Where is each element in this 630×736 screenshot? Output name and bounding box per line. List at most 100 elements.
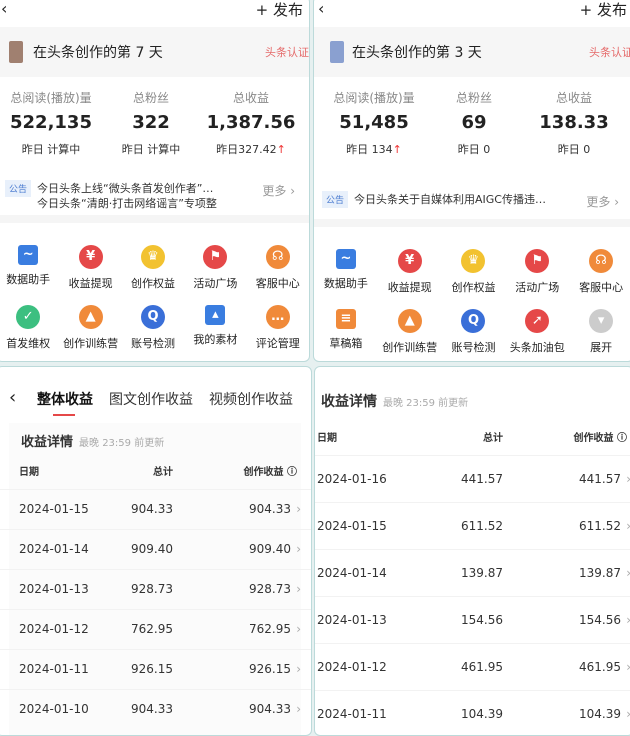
chevron-right-icon[interactable]: › <box>296 662 301 676</box>
chevron-right-icon[interactable]: › <box>626 660 630 674</box>
stat-1[interactable]: 总粉丝 322 昨日 计算中 <box>101 89 201 157</box>
stat-2[interactable]: 总收益 138.33 昨日 0 <box>524 89 624 157</box>
tab-underline <box>53 414 75 416</box>
yesterday-text: 昨日 计算中 <box>21 143 81 156</box>
column-header: 创作收益 ⓘ <box>573 433 627 444</box>
publish-button[interactable]: + 发布 <box>579 1 627 19</box>
cell-total: 104.39 <box>461 706 503 721</box>
tool-image[interactable]: ▴ 我的素材 <box>184 305 246 351</box>
back-button[interactable]: ‹ <box>9 387 17 408</box>
tool-search-shield[interactable]: Q 账号检测 <box>122 305 184 351</box>
cell-total: 909.40 <box>131 542 173 556</box>
cell-date: 2024-01-14 <box>19 542 89 556</box>
cell-total: 611.52 <box>461 518 503 533</box>
stat-2[interactable]: 总收益 1,387.56 昨日327.42↑ <box>201 89 301 157</box>
tool-flag[interactable]: ⚑ 活动广场 <box>184 245 246 291</box>
table-row[interactable]: 2024-01-12 461.95 461.95 › <box>315 643 630 690</box>
chevron-right-icon[interactable]: › <box>296 622 301 636</box>
graduation-cap-icon: ▲ <box>397 309 422 333</box>
stat-1[interactable]: 总粉丝 69 昨日 0 <box>424 89 524 157</box>
title-text: 收益详情 <box>321 394 377 410</box>
stat-0[interactable]: 总阅读(播放)量 51,485 昨日 134↑ <box>324 89 424 157</box>
chevron-right-icon[interactable]: › <box>296 702 301 716</box>
more-link[interactable]: 更多 › <box>586 195 619 209</box>
tool-comment[interactable]: … 评论管理 <box>247 305 309 351</box>
cell-creation: 762.95 <box>249 622 291 636</box>
chevron-right-icon[interactable]: › <box>626 707 630 721</box>
tool-label: 客服中心 <box>255 277 300 290</box>
tab-2[interactable]: 视频创作收益 <box>209 392 293 408</box>
stat-0[interactable]: 总阅读(播放)量 522,135 昨日 计算中 <box>1 89 101 157</box>
chevron-right-icon[interactable]: › <box>296 542 301 556</box>
graduation-cap-icon: ▲ <box>78 305 103 329</box>
tool-rocket[interactable]: ➚ 头条加油包 <box>505 309 569 355</box>
publish-button[interactable]: + 发布 <box>255 1 303 19</box>
table-row[interactable]: 2024-01-16 441.57 441.57 › <box>315 455 630 502</box>
tool-headset[interactable]: ☊ 客服中心 <box>247 245 309 291</box>
stat-yesterday: 昨日 0 <box>424 141 524 157</box>
tool-headset[interactable]: ☊ 客服中心 <box>569 249 630 295</box>
chevron-right-icon[interactable]: › <box>626 472 630 486</box>
crown-icon: ♛ <box>140 245 165 269</box>
tool-label: 客服中心 <box>579 281 624 294</box>
table-row[interactable]: 2024-01-12 762.95 762.95 › <box>0 609 311 649</box>
table-row[interactable]: 2024-01-11 104.39 104.39 › <box>315 690 630 735</box>
tool-search-shield[interactable]: Q 账号检测 <box>442 309 506 355</box>
table-row[interactable]: 2024-01-10 904.33 904.33 › <box>0 689 311 729</box>
tool-graduation-cap[interactable]: ▲ 创作训练营 <box>59 305 121 351</box>
chevron-right-icon[interactable]: › <box>296 582 301 596</box>
table-row[interactable]: 2024-01-14 909.40 909.40 › <box>0 529 311 569</box>
tool-chart[interactable]: ~ 数据助手 <box>0 245 59 291</box>
table-row[interactable]: 2024-01-14 139.87 139.87 › <box>315 549 630 596</box>
table-row[interactable]: 2024-01-13 928.73 928.73 › <box>0 569 311 609</box>
cell-date: 2024-01-11 <box>317 706 387 721</box>
chevron-right-icon[interactable]: › <box>626 566 630 580</box>
back-button[interactable]: ‹ <box>1 0 8 18</box>
flag-icon: ⚑ <box>525 249 550 273</box>
stat-label: 总阅读(播放)量 <box>333 91 415 105</box>
tool-flag[interactable]: ⚑ 活动广场 <box>505 249 569 295</box>
tool-shield-check[interactable]: ✓ 首发维权 <box>0 305 59 351</box>
column-header: 总计 <box>483 433 503 444</box>
stat-value: 1,387.56 <box>206 112 296 133</box>
chevron-right-icon[interactable]: › <box>626 613 630 627</box>
tool-crown[interactable]: ♛ 创作权益 <box>122 245 184 291</box>
table-row[interactable]: 2024-01-15 611.52 611.52 › <box>315 502 630 549</box>
image-icon: ▴ <box>205 305 226 325</box>
table-row[interactable]: 2024-01-13 154.56 154.56 › <box>315 596 630 643</box>
tool-crown[interactable]: ♛ 创作权益 <box>442 249 506 295</box>
yesterday-text: 昨日 134 <box>346 143 393 156</box>
notice-text: 今日头条上线“微头条首发创作者”… <box>37 182 214 195</box>
tool-chart[interactable]: ~ 数据助手 <box>314 249 378 295</box>
cell-creation: 909.40 <box>249 542 291 556</box>
cell-date: 2024-01-14 <box>317 565 387 580</box>
tool-yuan[interactable]: ¥ 收益提现 <box>378 249 442 295</box>
verification-link[interactable]: 头条认证 <box>589 46 630 59</box>
notice-bar[interactable]: 公告 今日头条关于自媒体利用AIGC传播违… 更多 › <box>322 191 625 215</box>
tool-expand[interactable]: ▾ 展开 <box>569 309 630 355</box>
tab-0[interactable]: 整体收益 <box>37 392 93 408</box>
chevron-right-icon[interactable]: › <box>296 502 301 516</box>
up-arrow-icon: ↑ <box>276 143 286 156</box>
tool-label: 收益提现 <box>68 277 113 290</box>
table-row[interactable]: 2024-01-11 926.15 926.15 › <box>0 649 311 689</box>
stat-label: 总阅读(播放)量 <box>10 91 92 105</box>
back-button[interactable]: ‹ <box>318 0 325 18</box>
more-link[interactable]: 更多 › <box>262 184 295 198</box>
tool-yuan[interactable]: ¥ 收益提现 <box>59 245 121 291</box>
avatar <box>330 41 344 63</box>
headset-icon: ☊ <box>265 245 290 269</box>
cell-date: 2024-01-16 <box>317 471 387 486</box>
stat-value: 138.33 <box>539 112 609 133</box>
tool-label: 首发维权 <box>6 337 51 350</box>
update-note: 最晚 23:59 前更新 <box>383 398 469 409</box>
tab-1[interactable]: 图文创作收益 <box>109 392 193 408</box>
notice-bar[interactable]: 公告 今日头条上线“微头条首发创作者”… 今日头条“清朗·打击网络谣言”专项整 更多 … <box>5 180 301 210</box>
cell-creation: 104.39 <box>579 706 621 721</box>
tool-draft[interactable]: ≡ 草稿箱 <box>314 309 378 355</box>
up-arrow-icon: ↑ <box>392 143 402 156</box>
tool-graduation-cap[interactable]: ▲ 创作训练营 <box>378 309 442 355</box>
verification-link[interactable]: 头条认证 <box>265 46 309 59</box>
chevron-right-icon[interactable]: › <box>626 519 630 533</box>
table-row[interactable]: 2024-01-15 904.33 904.33 › <box>0 489 311 529</box>
